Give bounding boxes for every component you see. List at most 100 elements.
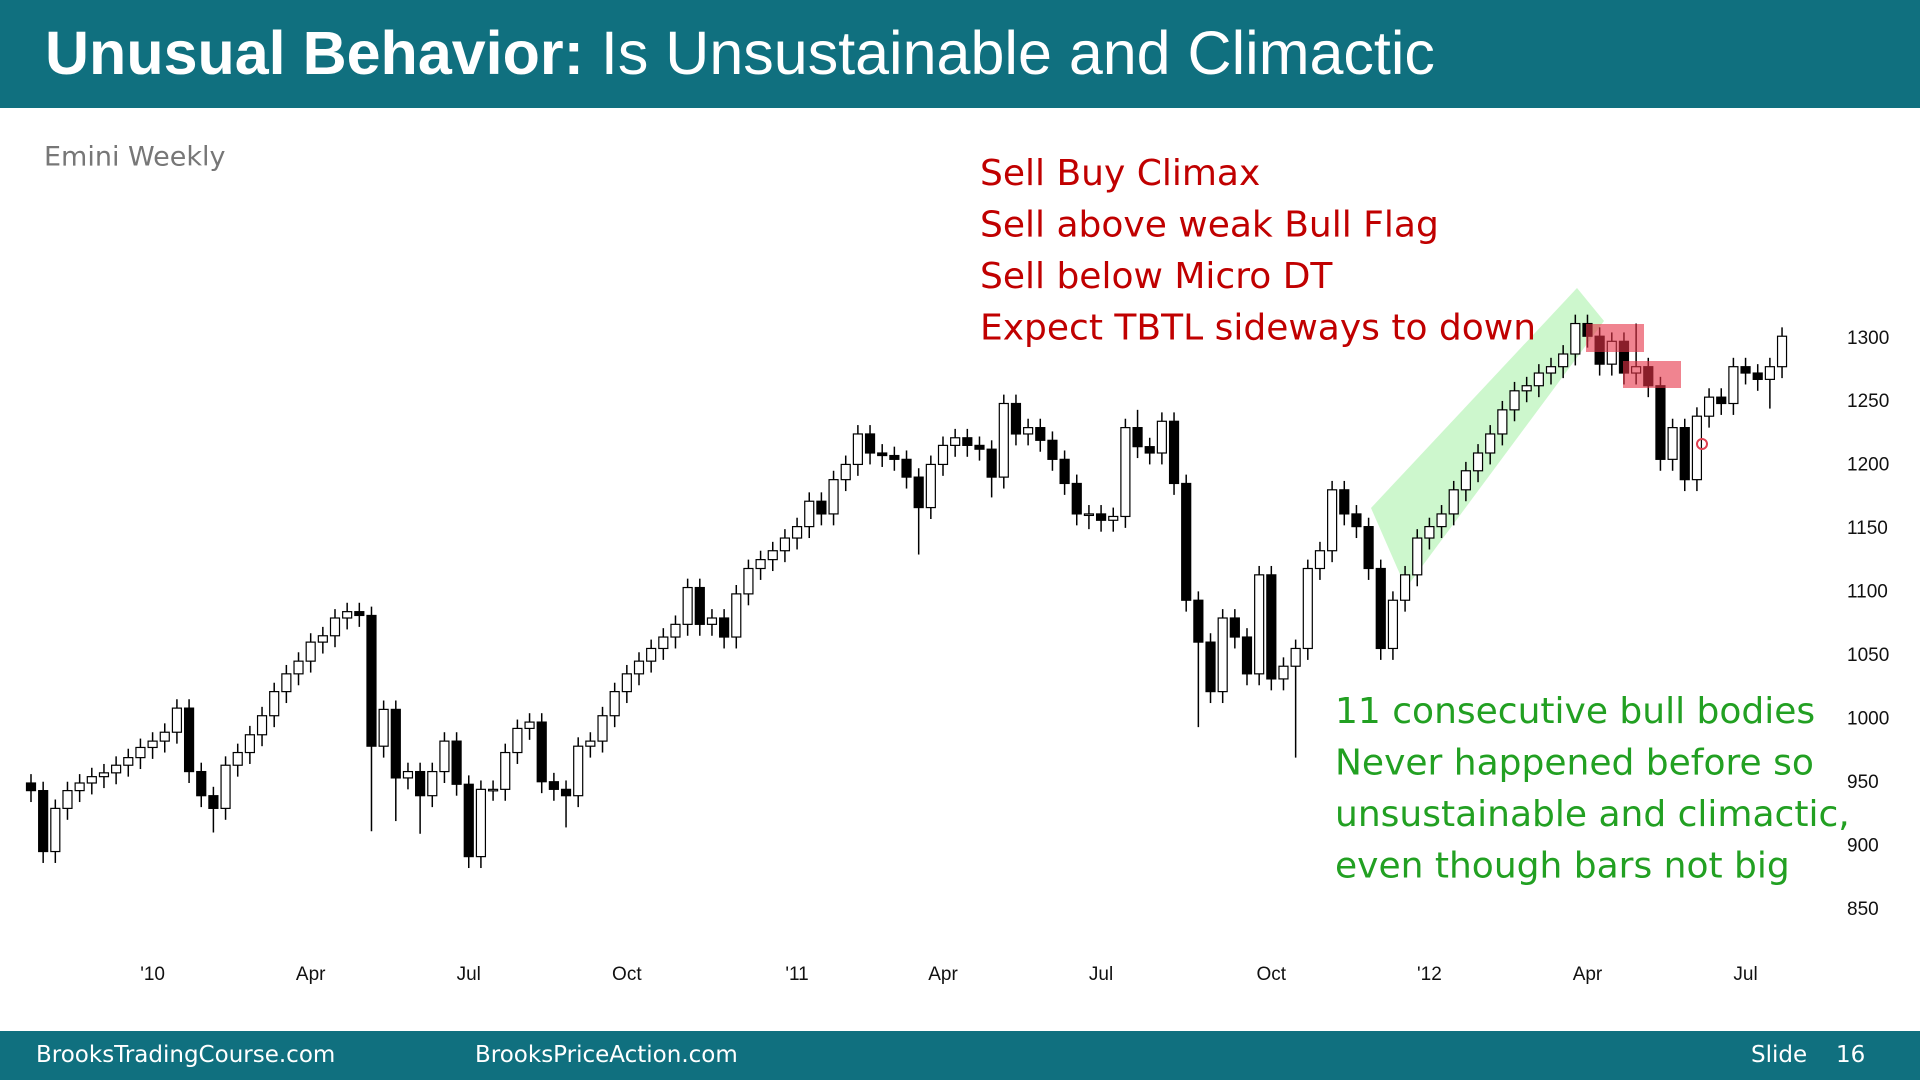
candle-body	[1691, 415, 1703, 481]
candle-body	[1193, 599, 1204, 643]
x-tick-label: Oct	[1257, 964, 1287, 985]
candle-body	[451, 740, 462, 785]
candle-body	[1412, 537, 1423, 576]
candle-body	[1108, 515, 1119, 521]
candle-body	[609, 691, 620, 717]
candle-body	[475, 788, 487, 858]
candle-body	[256, 715, 268, 736]
candle-body	[1667, 427, 1678, 460]
candle-body	[38, 790, 49, 853]
annotation: 11 consecutive bull bodies	[1335, 691, 1815, 732]
foreground-shapes	[1586, 324, 1708, 450]
y-tick-label: 1250	[1847, 391, 1889, 412]
candle-body	[779, 537, 791, 552]
candle-body	[1229, 617, 1240, 638]
candle-body	[877, 452, 888, 457]
y-tick-label: 1300	[1847, 328, 1889, 349]
title-rest: Is Unsustainable and Climactic	[600, 19, 1435, 87]
slide-number: 16	[1836, 1042, 1866, 1068]
candle-body	[98, 772, 110, 778]
candle-body	[1460, 470, 1471, 491]
x-tick-label: '10	[140, 964, 165, 985]
candle-body	[1120, 427, 1131, 518]
candle-body	[1424, 526, 1435, 539]
candle-body	[1266, 574, 1277, 680]
candle-body	[427, 770, 438, 797]
candle-body	[1521, 385, 1532, 392]
candle-body	[1059, 458, 1070, 485]
candle-body	[1302, 567, 1313, 650]
candle-body	[1047, 439, 1058, 460]
candle-body	[962, 437, 973, 446]
candle-body	[232, 751, 243, 766]
candle-body	[1472, 452, 1484, 472]
candle-body	[658, 636, 669, 650]
candle-body	[50, 807, 61, 853]
candle-body	[1144, 446, 1155, 454]
y-tick-label: 900	[1847, 835, 1879, 856]
x-tick-label: Jul	[1089, 964, 1113, 985]
chart: Emini Weekly 850 900 950 1000 1050 1100 1150 12…	[25, 142, 1889, 985]
candle-body	[743, 567, 754, 595]
candle-body	[840, 463, 851, 481]
y-tick-label: 950	[1847, 772, 1879, 793]
candle-body	[329, 617, 341, 637]
annotation: Sell above weak Bull Flag	[980, 205, 1439, 246]
x-tick-label: '12	[1417, 964, 1442, 985]
header: Unusual Behavior: Is Unsustainable and C…	[0, 0, 1920, 108]
candle-body	[1764, 366, 1775, 380]
candle-body	[1023, 427, 1034, 435]
candle-body	[986, 448, 997, 478]
candle-body	[1703, 396, 1715, 417]
candle-body	[159, 731, 170, 742]
candle-body	[950, 437, 961, 446]
candle-body	[317, 635, 328, 643]
candle-body	[183, 707, 195, 773]
y-tick-label: 1100	[1847, 582, 1888, 603]
y-tick-label: 1000	[1847, 709, 1889, 730]
candle-body	[816, 500, 827, 515]
candle-body	[86, 776, 97, 784]
candle-body	[852, 433, 863, 466]
candle-body	[1679, 427, 1690, 481]
candle-body	[804, 500, 815, 528]
candle-body	[719, 617, 730, 638]
candle-body	[755, 559, 766, 570]
candle-body	[1752, 372, 1763, 380]
x-tick-label: Oct	[612, 964, 642, 985]
candle-body	[901, 458, 912, 478]
candle-body	[1095, 513, 1107, 521]
y-tick-label: 1150	[1847, 518, 1888, 539]
sell-zone	[1586, 324, 1644, 352]
candle-body	[974, 444, 985, 450]
candle-body	[293, 660, 304, 675]
candle-body	[633, 660, 645, 675]
candle-body	[244, 734, 255, 754]
candle-body	[500, 751, 511, 790]
x-tick-label: '11	[785, 964, 808, 985]
candle-body	[512, 727, 523, 754]
candle-body	[767, 550, 778, 561]
title-bold: Unusual Behavior:	[45, 19, 584, 87]
candle-body	[208, 795, 219, 809]
candle-body	[585, 740, 596, 747]
candle-body	[1740, 366, 1751, 374]
candle-body	[74, 782, 85, 792]
candle-body	[597, 715, 608, 742]
candle-body	[390, 708, 401, 779]
candle-body	[1071, 482, 1082, 515]
candle-body	[828, 479, 839, 515]
y-tick-label: 850	[1847, 899, 1879, 920]
candle-body	[1655, 385, 1666, 460]
candle-body	[123, 757, 134, 766]
footer-link: BrooksTradingCourse.com	[36, 1042, 336, 1068]
candle-body	[1241, 636, 1253, 675]
candle-body	[573, 745, 584, 797]
candle-body	[646, 647, 657, 662]
candle-body	[1132, 427, 1143, 448]
candle-body	[439, 740, 450, 773]
candle-body	[731, 593, 742, 638]
candle-body	[1448, 489, 1459, 515]
candle-body	[670, 623, 681, 638]
